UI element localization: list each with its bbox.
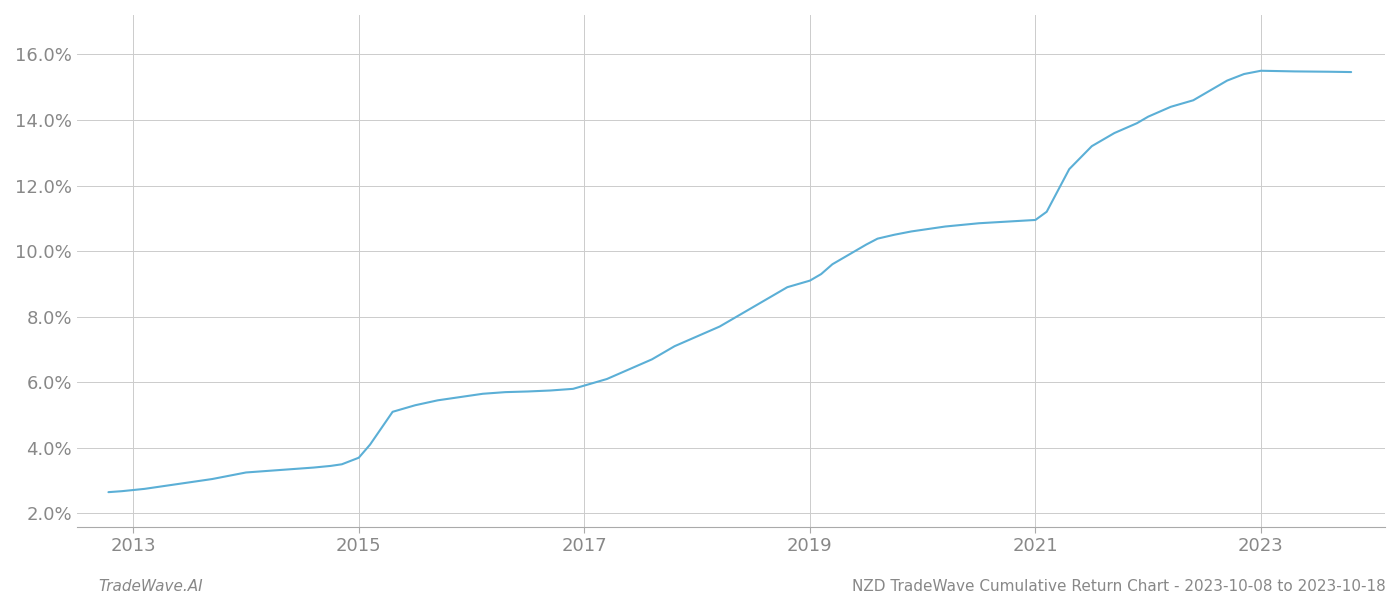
Text: TradeWave.AI: TradeWave.AI — [98, 579, 203, 594]
Text: NZD TradeWave Cumulative Return Chart - 2023-10-08 to 2023-10-18: NZD TradeWave Cumulative Return Chart - … — [853, 579, 1386, 594]
